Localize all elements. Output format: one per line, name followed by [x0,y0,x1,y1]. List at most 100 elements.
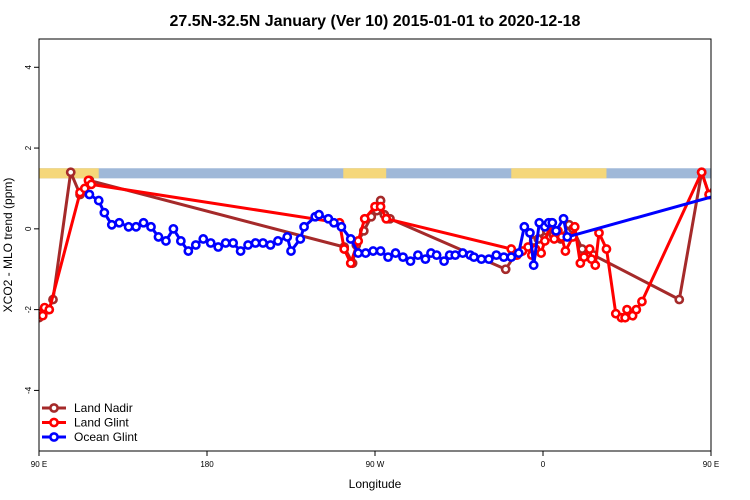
data-point [413,250,423,260]
x-tick-label: 90 E [31,460,47,469]
data-point [190,240,201,250]
x-tick-label: 90 E [703,460,719,469]
land-ocean-band [39,168,750,179]
data-point [717,191,724,198]
data-point [590,260,601,271]
data-point [506,252,517,263]
data-point [469,252,479,263]
data-point [360,248,371,258]
data-point [368,246,379,256]
plot-frame [38,38,712,452]
data-point [519,221,530,232]
data-point [637,296,647,307]
data-point [710,180,711,184]
data-point [579,252,589,263]
data-point [86,179,97,190]
data-point [123,221,134,232]
x-tick-label: 90 W [366,460,385,469]
data-point [551,225,561,236]
data-point [476,254,487,265]
data-point [539,236,550,246]
data-point [228,238,239,248]
data-point [375,201,386,212]
x-axis-label: Longitude [349,477,402,491]
data-point [601,244,612,254]
data-point [383,252,393,263]
data-point [175,236,186,246]
data-point [560,246,571,256]
data-point [715,179,722,186]
data-point [353,248,364,258]
data-point [243,240,253,250]
data-point [525,227,535,238]
land-band-segment [711,168,750,178]
y-tick-label: 4 [24,65,33,70]
legend-item: Ocean Glint [42,430,138,444]
x-tick-label: 180 [200,460,214,469]
data-point [168,223,179,234]
series-line [39,170,711,319]
data-point [439,256,449,267]
data-point [569,221,580,232]
chart-title: 27.5N-32.5N January (Ver 10) 2015-01-01 … [170,13,581,30]
data-point [710,178,711,182]
data-point [457,248,468,258]
land-band-segment [343,168,387,179]
data-point [235,246,246,256]
data-point [205,238,216,248]
data-point [513,248,524,258]
data-point [44,304,55,315]
data-point [398,252,408,263]
data-point [483,254,494,265]
data-point [198,234,209,244]
data-point [547,217,558,228]
data-point [491,250,502,260]
data-point [500,264,511,275]
data-point [696,167,707,178]
legend-swatch-marker [49,417,59,428]
data-point [431,250,442,260]
data-point [153,232,164,242]
series-land-glint [39,167,722,323]
data-point [114,217,125,228]
data-point [353,236,364,246]
data-point [65,167,76,178]
land-band-segment [511,168,607,179]
legend-item: Land Nadir [42,401,133,415]
y-tick-label: -2 [24,306,33,314]
legend-label: Ocean Glint [74,430,138,444]
data-point [286,246,296,256]
data-point [390,248,401,258]
data-point [622,304,632,315]
y-tick-label: -4 [24,386,33,394]
data-point [131,221,141,232]
series-layer [39,167,746,323]
data-point [138,217,149,228]
data-point [161,236,171,246]
data-point [562,232,573,242]
data-point [339,244,350,254]
legend-item: Land Glint [42,416,129,430]
data-point [674,294,685,305]
data-point [405,256,416,267]
data-point [584,244,595,254]
data-point [715,183,722,190]
x-tick-label: 0 [541,460,546,469]
data-point [213,242,224,252]
data-point [375,246,386,256]
data-point [220,238,231,248]
data-point [724,197,731,204]
series-ocean-glint [84,189,746,271]
data-point [99,207,110,218]
data-point [620,312,631,323]
data-point [739,221,746,228]
data-point [295,234,306,244]
data-point [329,217,339,228]
data-point [84,189,95,200]
data-point [450,250,461,260]
y-tick-label: 2 [24,145,33,150]
data-point [420,254,431,265]
data-point [273,236,283,246]
data-point [282,232,293,242]
